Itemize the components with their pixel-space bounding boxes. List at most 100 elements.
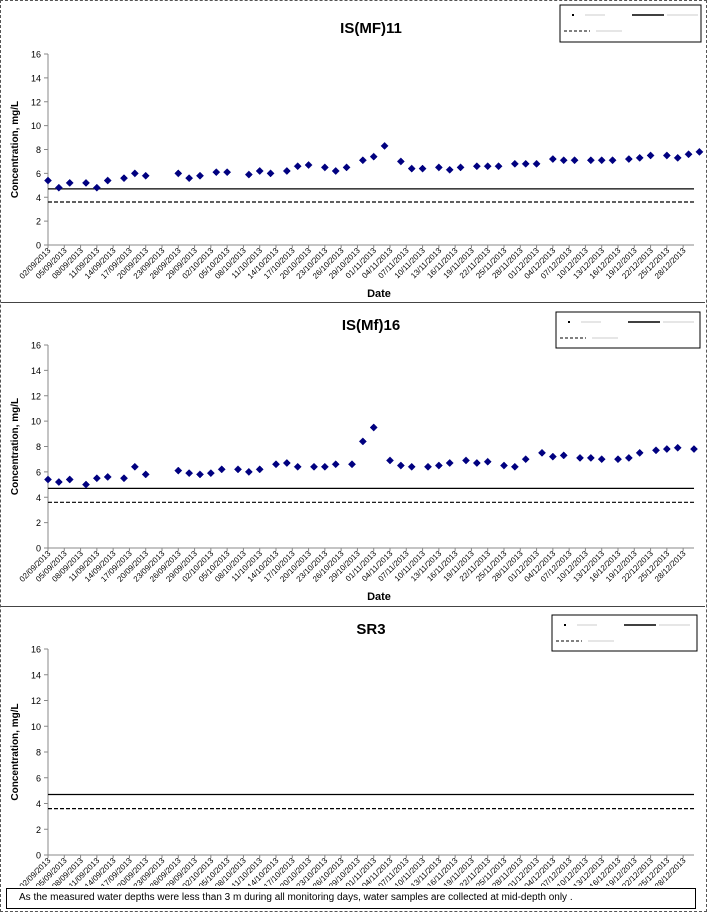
- data-point: [196, 171, 204, 180]
- data-point: [141, 470, 150, 479]
- y-tick-label: 6: [36, 169, 41, 179]
- chart-title: SR3: [356, 621, 385, 638]
- data-point: [282, 459, 291, 467]
- y-tick-label: 4: [36, 799, 41, 809]
- data-point: [206, 469, 215, 478]
- data-point: [331, 167, 340, 175]
- data-point: [282, 167, 291, 175]
- data-point: [570, 156, 579, 165]
- y-axis-label: Concentration, mg/L: [10, 101, 21, 198]
- data-point: [521, 159, 530, 168]
- data-point: [120, 474, 128, 483]
- y-tick-label: 0: [36, 241, 41, 251]
- data-point: [234, 465, 242, 474]
- data-point: [342, 163, 351, 172]
- y-tick-label: 10: [31, 722, 41, 732]
- y-tick-label: 8: [36, 748, 41, 758]
- data-point: [304, 161, 313, 169]
- data-point: [44, 176, 52, 185]
- data-point: [662, 445, 671, 453]
- data-point: [500, 461, 508, 470]
- data-point: [548, 452, 557, 461]
- legend-marker-diamond: [572, 14, 574, 16]
- data-point: [174, 169, 183, 178]
- data-point: [559, 156, 568, 165]
- data-point: [255, 465, 264, 474]
- data-point: [494, 162, 503, 171]
- data-point: [424, 462, 432, 471]
- data-point: [54, 183, 63, 192]
- data-point: [456, 163, 465, 172]
- data-point: [576, 453, 584, 462]
- data-point: [538, 448, 546, 457]
- data-point: [141, 171, 150, 180]
- data-point: [130, 169, 139, 178]
- data-point: [624, 155, 633, 164]
- y-tick-label: 16: [31, 645, 41, 655]
- y-tick-label: 6: [36, 467, 41, 477]
- legend-box: [551, 614, 698, 652]
- data-point: [521, 455, 530, 464]
- y-axis-label: Concentration, mg/L: [10, 398, 21, 495]
- y-tick-label: 14: [31, 670, 41, 680]
- data-point: [82, 178, 90, 187]
- chart-panel-sr3: SR3 Concentration, mg/L 0 2 4 6 8 10 12 14 16 02/09…: [1, 607, 705, 886]
- data-point: [407, 164, 416, 173]
- y-tick-label: 12: [31, 97, 41, 107]
- chart-ismf11: IS(MF)11 Concentration, mg/L 0 2 4 6 8 10 12 14 16…: [10, 4, 704, 300]
- data-point: [684, 150, 693, 159]
- data-point: [418, 164, 427, 173]
- legend-box: [555, 311, 701, 349]
- data-point: [462, 456, 470, 465]
- data-point: [434, 461, 443, 470]
- y-tick-label: 2: [36, 518, 41, 528]
- y-axis-label: Concentration, mg/L: [10, 703, 21, 800]
- data-point: [510, 159, 519, 168]
- data-point: [624, 453, 633, 462]
- data-point: [559, 451, 568, 460]
- data-point: [65, 178, 74, 187]
- data-point: [695, 147, 704, 156]
- data-point: [320, 163, 329, 172]
- data-point: [646, 151, 655, 160]
- chart-ismf16: IS(Mf)16 Concentration, mg/L 0 2 4 6 8 10 12 14 16…: [10, 311, 701, 603]
- data-point: [130, 462, 139, 471]
- legend-marker-diamond: [564, 624, 566, 626]
- data-point: [217, 465, 226, 474]
- data-point: [586, 453, 595, 462]
- data-point: [92, 474, 101, 483]
- data-point: [673, 443, 682, 452]
- data-point: [65, 475, 74, 484]
- chart-title: IS(Mf)16: [342, 317, 400, 334]
- chart-panel-ismf11: IS(MF)11 Concentration, mg/L 0 2 4 6 8 10 12 14 16…: [1, 1, 705, 303]
- data-point: [185, 469, 194, 478]
- y-tick-label: 8: [36, 442, 41, 452]
- y-tick-label: 4: [36, 193, 41, 203]
- chart-panel-ismf16: IS(Mf)16 Concentration, mg/L 0 2 4 6 8 10 12 14 16…: [1, 303, 705, 607]
- data-point: [310, 462, 318, 471]
- data-point: [445, 459, 454, 467]
- y-tick-label: 4: [36, 493, 41, 503]
- data-point: [54, 478, 63, 486]
- data-point: [445, 165, 454, 174]
- data-point: [597, 156, 606, 165]
- legend-box: [559, 4, 702, 43]
- data-point: [472, 459, 481, 467]
- data-point: [396, 461, 405, 470]
- data-point: [174, 466, 183, 475]
- y-tick-label: 14: [31, 73, 41, 83]
- data-point: [369, 423, 378, 432]
- data-point: [652, 446, 660, 455]
- data-point: [434, 163, 443, 172]
- data-point: [320, 462, 329, 471]
- data-point: [266, 169, 275, 178]
- data-point: [272, 460, 280, 469]
- data-point: [386, 456, 394, 465]
- y-tick-label: 12: [31, 391, 41, 401]
- data-point: [120, 174, 128, 183]
- data-point: [223, 168, 232, 177]
- data-point: [369, 152, 378, 161]
- footnote-box: As the measured water depths were less t…: [6, 888, 696, 909]
- y-tick-label: 16: [31, 50, 41, 60]
- data-point: [483, 162, 492, 171]
